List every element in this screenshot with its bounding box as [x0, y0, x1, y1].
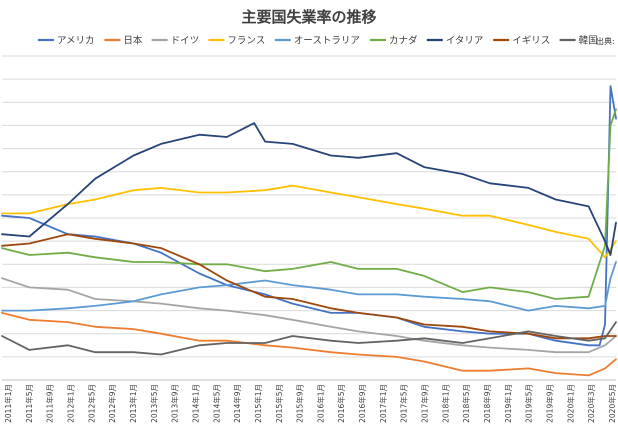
x-tick-label: 2011年9月: [45, 384, 55, 423]
legend-label: 日本: [123, 35, 143, 47]
legend-entry-0: アメリカ: [38, 36, 95, 47]
legend-entry-2: ドイツ: [151, 36, 200, 47]
legend-label: イタリア: [446, 36, 484, 47]
x-tick-label: 2016年1月: [315, 384, 325, 423]
x-tick-label: 2020年3月: [586, 384, 596, 423]
legend-entry-6: イタリア: [426, 36, 484, 47]
legend-label: 韓国: [579, 36, 598, 47]
x-tick-label: 2018年1月: [440, 384, 450, 423]
x-tick-label: 2013年1月: [128, 384, 138, 423]
legend-entry-5: カナダ: [370, 35, 418, 47]
series-line-3: [1, 184, 617, 259]
legend-entry-7: イギリス: [493, 36, 550, 47]
x-tick-label: 2015年9月: [295, 384, 305, 423]
x-axis: 2011年1月 2011年5月 2011年9月 2012年1月 2012年5月 2012年…: [3, 384, 617, 423]
legend-label: イギリス: [512, 36, 550, 47]
x-tick-label: 2015年5月: [274, 384, 284, 423]
x-tick-label: 2019年5月: [524, 384, 534, 423]
x-tick-label: 2015年1月: [253, 384, 263, 423]
x-tick-label: 2011年5月: [24, 384, 34, 423]
x-tick-label: 2013年5月: [149, 384, 159, 423]
x-tick-label: 2017年1月: [378, 384, 388, 423]
x-tick-label: 2016年5月: [336, 384, 346, 423]
x-tick-label: 2012年1月: [66, 384, 76, 423]
x-tick-label: 2020年1月: [565, 384, 575, 423]
x-tick-label: 2014年1月: [190, 384, 200, 423]
x-tick-label: 2012年9月: [107, 384, 117, 423]
x-tick-label: 2019年9月: [545, 384, 555, 423]
legend-label: オーストラリア: [294, 36, 360, 47]
x-tick-label: 2020年5月: [607, 384, 617, 423]
legend: アメリカ 日本 ドイツ フランス オーストラリア カナダ イタリア イギリス 韓国: [38, 35, 598, 47]
x-tick-label: 2014年5月: [211, 384, 221, 423]
x-tick-label: 2012年5月: [86, 384, 96, 423]
chart-title: 主要国失業率の推移: [241, 8, 376, 26]
x-tick-label: 2017年5月: [399, 384, 409, 423]
legend-label: カナダ: [389, 35, 418, 47]
source-label: 出典:: [596, 36, 615, 46]
series-line-2: [1, 277, 617, 354]
series-line-5: [1, 108, 617, 300]
series-line-6: [1, 122, 617, 256]
x-tick-label: 2019年1月: [503, 384, 513, 423]
legend-entry-1: 日本: [104, 35, 143, 47]
series-line-8: [1, 321, 617, 356]
x-tick-label: 2013年9月: [170, 384, 180, 423]
legend-entry-4: オーストラリア: [274, 36, 360, 47]
legend-entry-8: 韓国: [559, 36, 598, 47]
x-tick-label: 2018年5月: [461, 384, 471, 423]
x-tick-label: 2017年9月: [420, 384, 430, 423]
series-line-1: [1, 312, 617, 377]
x-tick-label: 2011年1月: [3, 384, 13, 423]
legend-entry-3: フランス: [208, 36, 265, 47]
legend-label: フランス: [227, 36, 265, 47]
x-tick-label: 2016年9月: [357, 384, 367, 423]
legend-label: ドイツ: [171, 36, 200, 47]
legend-label: アメリカ: [57, 36, 95, 47]
x-tick-label: 2014年9月: [232, 384, 242, 423]
series-line-7: [1, 233, 617, 340]
plot-area: [1, 85, 617, 377]
series-line-4: [1, 261, 617, 312]
x-tick-label: 2018年9月: [482, 384, 492, 423]
